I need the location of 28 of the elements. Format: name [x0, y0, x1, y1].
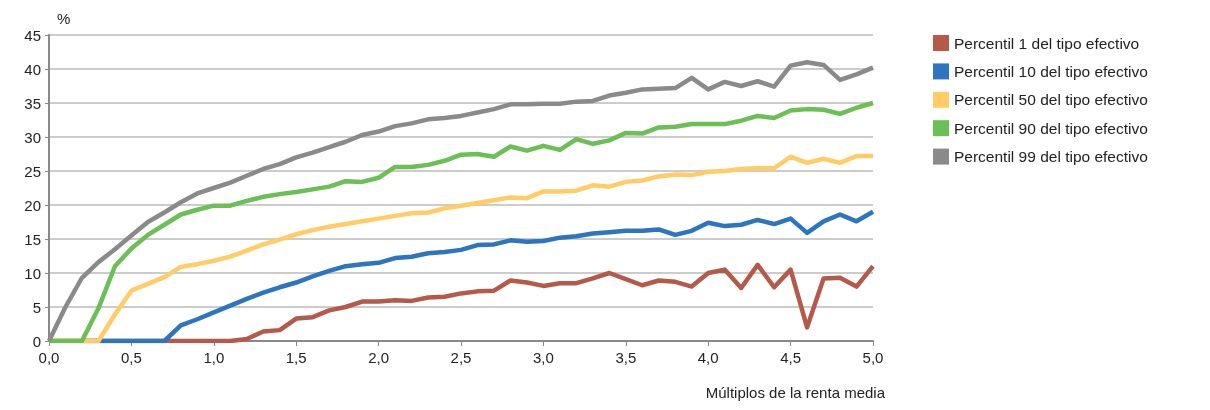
x-axis-title: Múltiplos de la renta media	[705, 384, 886, 401]
y-tick-label: 15	[24, 230, 41, 248]
x-tick-label: 1,0	[203, 349, 225, 366]
legend-label: Percentil 99 del tipo efectivo	[954, 148, 1148, 166]
y-tick-label: 45	[24, 26, 41, 44]
legend-label: Percentil 90 del tipo efectivo	[954, 119, 1148, 137]
x-tick-label: 3,0	[532, 349, 554, 366]
y-tick-label: 20	[24, 196, 41, 214]
y-tick-label: 25	[24, 162, 41, 180]
x-tick-label: 4,0	[697, 349, 719, 366]
y-axis-title: %	[57, 10, 71, 27]
legend-label: Percentil 1 del tipo efectivo	[954, 34, 1140, 52]
legend-label: Percentil 10 del tipo efectivo	[954, 62, 1148, 80]
legend-label: Percentil 50 del tipo efectivo	[954, 91, 1148, 109]
y-tick-label: 0	[32, 332, 41, 350]
x-tick-label: 4,5	[780, 349, 802, 366]
x-tick-label: 0,0	[38, 349, 60, 366]
x-tick-label: 5,0	[862, 349, 884, 366]
y-tick-label: 35	[24, 94, 41, 112]
x-tick-label: 3,5	[615, 349, 637, 366]
x-tick-label: 1,5	[285, 349, 307, 366]
y-tick-label: 10	[24, 264, 41, 282]
y-tick-label: 5	[32, 298, 41, 316]
y-tick-label: 30	[24, 128, 41, 146]
x-tick-label: 2,0	[368, 349, 390, 366]
x-tick-label: 0,5	[120, 349, 142, 366]
y-tick-label: 40	[24, 60, 41, 78]
x-tick-label: 2,5	[450, 349, 472, 366]
